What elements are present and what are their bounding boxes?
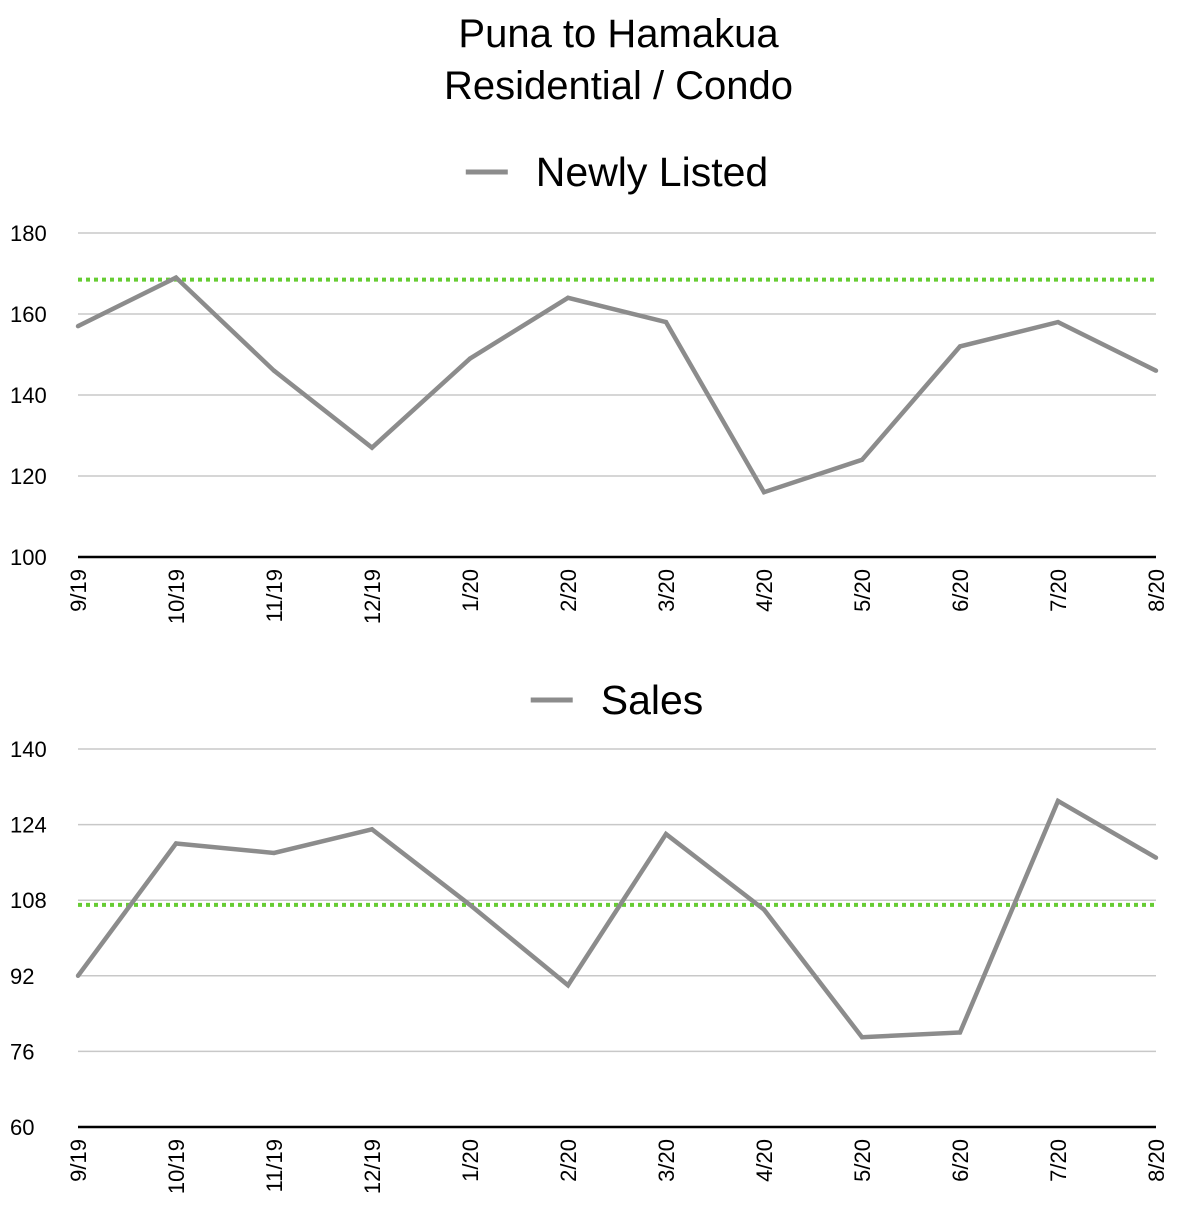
x-tick-label: 6/20 [948, 1139, 973, 1182]
series-line [76, 797, 1158, 1040]
legend-label: Newly Listed [536, 149, 768, 195]
x-tick-label: 12/19 [360, 1139, 385, 1194]
series-newly-listed [75, 274, 1159, 495]
y-tick-label: 76 [10, 1039, 34, 1064]
x-tick-label: 3/20 [654, 569, 679, 612]
data-point [1153, 855, 1159, 860]
legend-label: Sales [601, 677, 704, 723]
data-point [859, 457, 865, 462]
x-tick-label: 7/20 [1046, 1139, 1071, 1182]
sales-chart: Sales 60 76 92 108 124 140 9/19 10/19 11/19 12/19 1… [10, 677, 1169, 1194]
data-point [1153, 368, 1159, 373]
data-point [369, 827, 375, 832]
legend: Sales [530, 677, 704, 723]
x-tick-label: 8/20 [1144, 1139, 1169, 1182]
y-tick-label: 108 [10, 888, 47, 913]
y-tick-label: 140 [10, 737, 47, 762]
y-tick-label: 140 [10, 383, 47, 408]
x-tick-label: 10/19 [164, 569, 189, 624]
x-tick-label: 11/19 [262, 569, 287, 622]
data-point [271, 850, 277, 856]
y-tick-label: 100 [10, 545, 47, 570]
legend: Newly Listed [465, 149, 768, 195]
y-tick-label: 60 [10, 1115, 34, 1140]
x-tick-label: 9/19 [66, 569, 91, 612]
x-tick-label: 1/20 [458, 1139, 483, 1182]
x-tick-label: 5/20 [850, 569, 875, 612]
x-tick-label: 9/19 [66, 1139, 91, 1182]
x-tick-label: 4/20 [752, 1139, 777, 1182]
data-point [173, 841, 179, 846]
x-tick-label: 1/20 [458, 569, 483, 612]
data-point [75, 973, 81, 978]
y-tick-label: 120 [10, 464, 47, 489]
data-point [565, 983, 571, 988]
chart-title: Puna to Hamakua [458, 12, 779, 56]
x-tick-label: 8/20 [1144, 569, 1169, 612]
x-tick-label: 11/19 [262, 1139, 287, 1192]
data-point [467, 356, 473, 361]
data-point [271, 368, 277, 373]
newly-listed-chart: Newly Listed 100 120 140 160 180 9/19 10/19 11/1… [10, 149, 1169, 624]
data-point [859, 1035, 865, 1040]
x-tick-label: 6/20 [948, 569, 973, 612]
data-point [761, 490, 767, 495]
data-point [1055, 798, 1061, 804]
x-tick-label: 10/19 [164, 1139, 189, 1194]
data-point [75, 323, 81, 329]
chart-title-block: Puna to Hamakua Residential / Condo [0, 8, 1187, 112]
x-tick-label: 2/20 [556, 1139, 581, 1182]
x-tick-label: 2/20 [556, 569, 581, 612]
series-sales [75, 797, 1159, 1040]
y-tick-label: 92 [10, 964, 34, 989]
y-tick-label: 124 [10, 813, 47, 838]
data-point [957, 1030, 963, 1035]
data-point [369, 445, 375, 450]
x-tick-label: 4/20 [752, 569, 777, 612]
data-point [467, 902, 473, 908]
x-tick-label: 7/20 [1046, 569, 1071, 612]
data-point [957, 344, 963, 349]
data-point [761, 907, 767, 912]
chart-subtitle: Residential / Condo [443, 64, 794, 108]
series-line [77, 274, 1157, 495]
x-tick-label: 3/20 [654, 1139, 679, 1182]
x-tick-label: 5/20 [850, 1139, 875, 1182]
y-tick-label: 160 [10, 302, 47, 327]
y-tick-label: 180 [10, 221, 47, 246]
data-point [565, 295, 571, 300]
data-point [1055, 319, 1061, 325]
data-point [173, 275, 179, 280]
data-point [663, 319, 669, 325]
data-point [663, 831, 669, 837]
x-tick-label: 12/19 [360, 569, 385, 624]
